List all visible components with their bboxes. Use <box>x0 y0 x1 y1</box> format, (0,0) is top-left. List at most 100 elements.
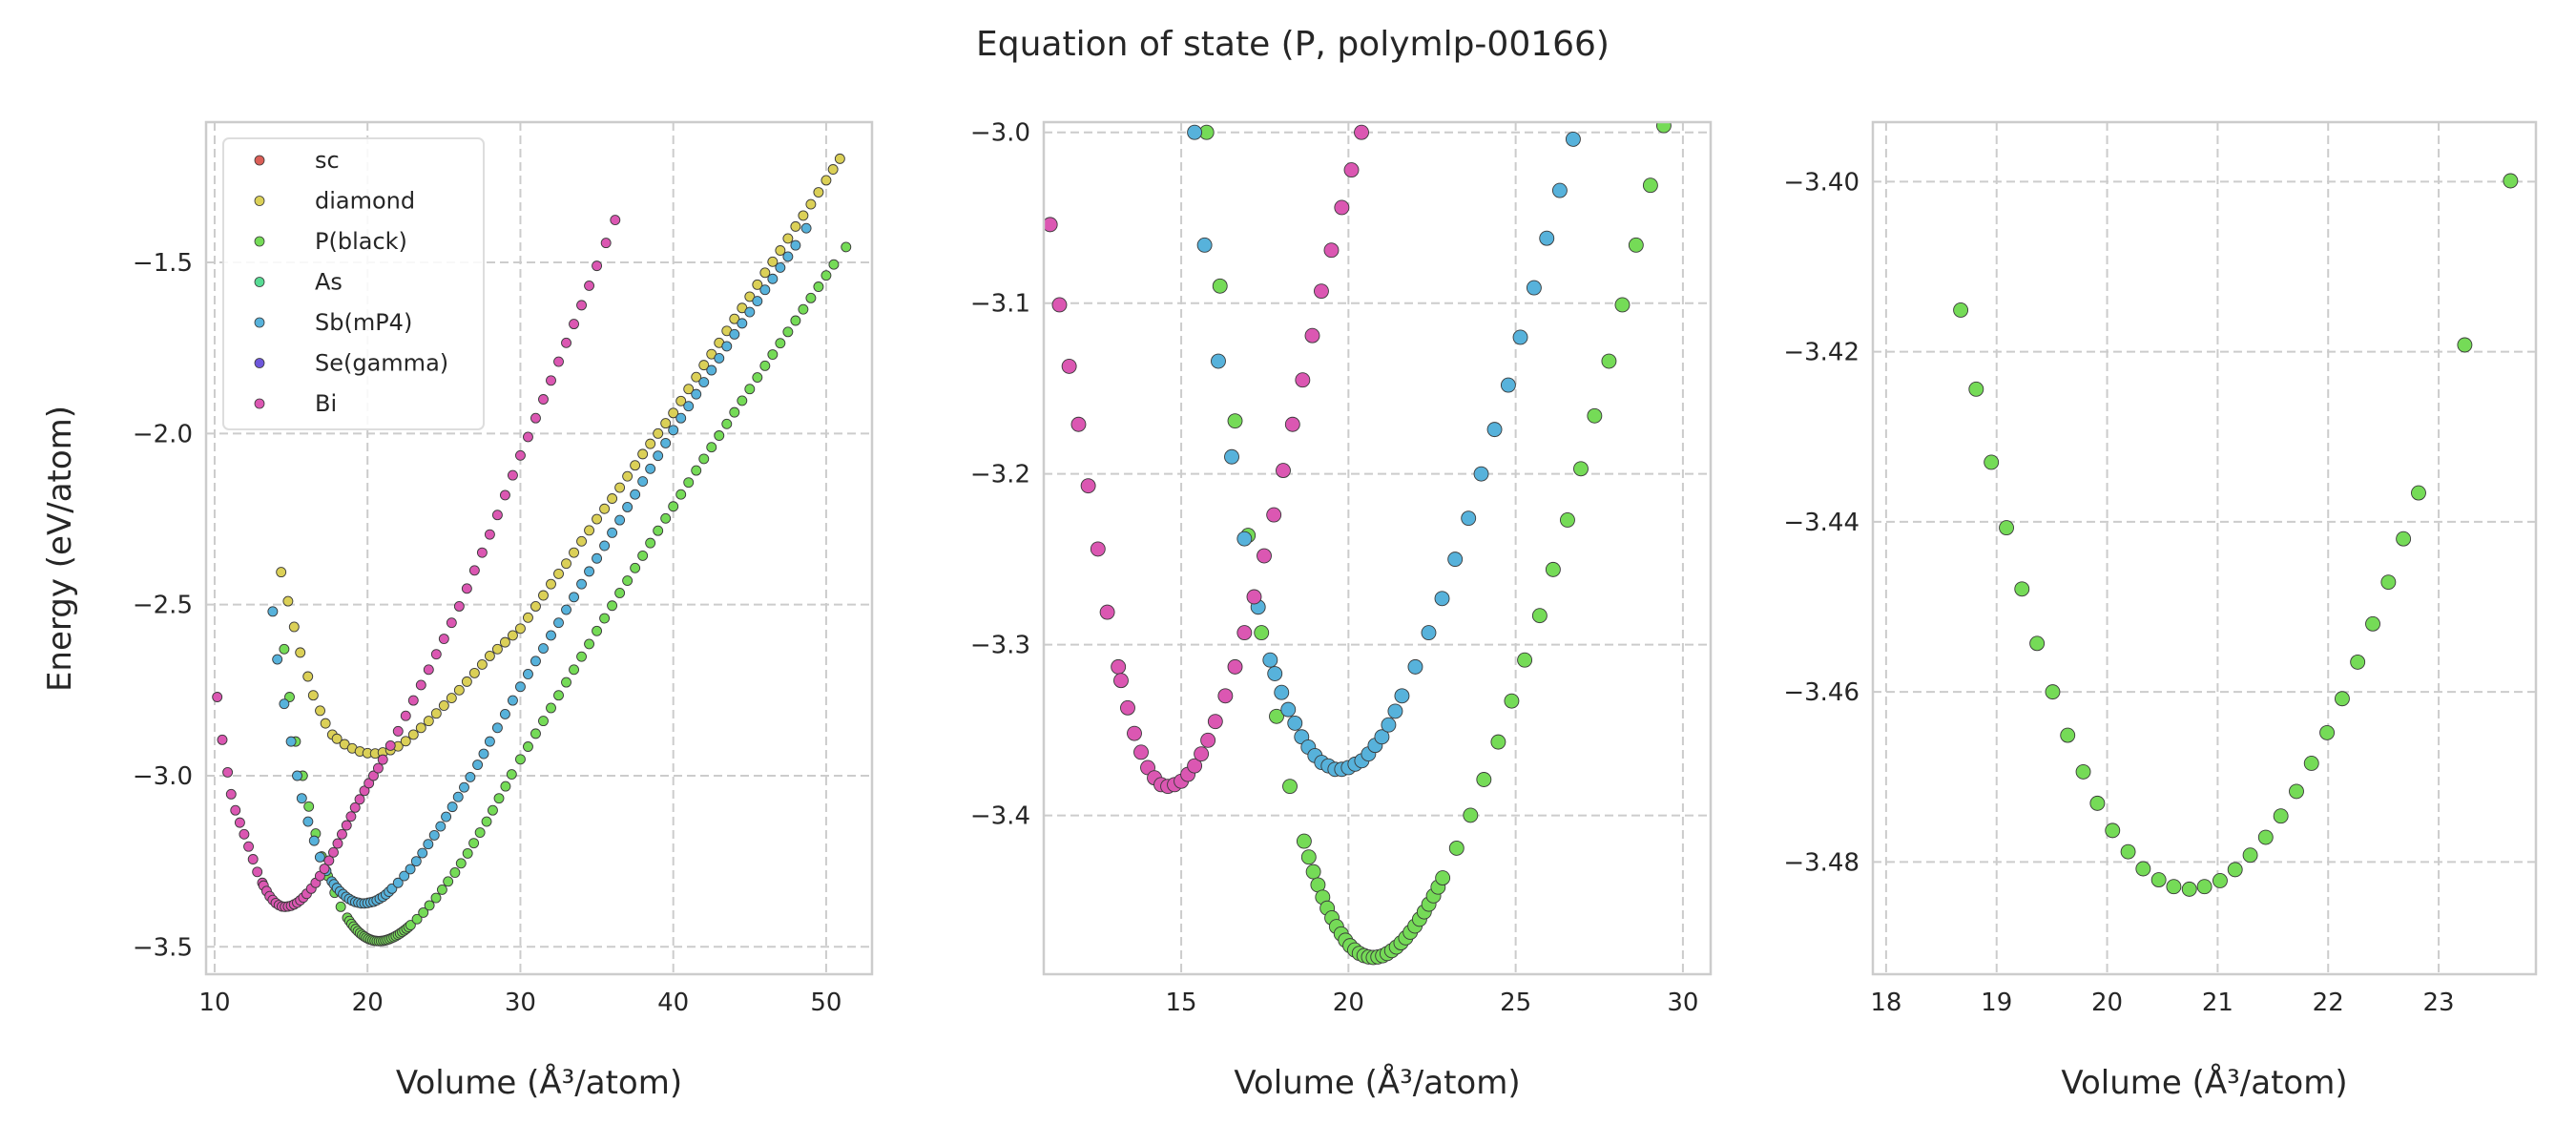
point-sb-mp4 <box>1280 701 1297 718</box>
point-diamond <box>507 630 518 641</box>
point-diamond <box>798 210 809 221</box>
point-diamond <box>821 175 832 186</box>
point-sb-mp4 <box>1287 715 1303 731</box>
point-bi <box>328 846 339 858</box>
scatter-points <box>1953 173 2519 897</box>
point-p-black <box>729 406 740 418</box>
subplot-3: 18 19 20 21 22 23 −3.40 −3.42 −3.44 −3.46 −3.48 Vol… <box>1783 120 2538 1102</box>
point-bi <box>600 238 612 249</box>
point-bi <box>576 300 587 311</box>
point-p-black <box>2289 783 2304 800</box>
point-bi <box>230 804 241 816</box>
point-p-black <box>424 900 435 911</box>
point-sb-mp4 <box>714 353 725 364</box>
point-sb-mp4 <box>1500 377 1516 393</box>
point-p-black <box>1435 870 1451 886</box>
point-diamond <box>453 684 465 696</box>
point-p-black <box>841 241 852 253</box>
point-sb-mp4 <box>607 527 618 538</box>
x-tick-label: 50 <box>810 989 841 1017</box>
legend-item: Se(gamma) <box>254 350 448 377</box>
point-bi <box>337 828 347 840</box>
point-sb-mp4 <box>392 877 404 888</box>
point-p-black <box>2242 847 2258 864</box>
point-p-black <box>767 349 779 360</box>
point-p-black <box>721 418 733 429</box>
point-bi <box>1343 162 1360 178</box>
point-bi <box>1276 463 1291 479</box>
point-p-black <box>493 793 505 804</box>
point-bi <box>212 692 223 702</box>
x-axis-label: Volume (Å³/atom) <box>396 1063 682 1102</box>
point-bi <box>1354 124 1369 140</box>
point-p-black <box>782 326 794 338</box>
point-bi <box>1217 688 1234 704</box>
point-sb-mp4 <box>314 851 325 863</box>
axes-frame <box>1871 120 2538 976</box>
point-p-black <box>2411 485 2426 501</box>
point-diamond <box>407 729 419 740</box>
point-sb-mp4 <box>737 318 748 329</box>
point-p-black <box>1614 297 1631 313</box>
point-bi <box>234 817 245 828</box>
point-diamond <box>468 667 480 678</box>
point-diamond <box>546 578 556 590</box>
point-bi <box>392 725 404 737</box>
point-p-black <box>775 338 786 349</box>
point-sb-mp4 <box>790 239 801 251</box>
legend-label: Sb(mP4) <box>315 309 412 336</box>
point-diamond <box>675 395 687 406</box>
point-p-black <box>1227 413 1243 429</box>
point-diamond <box>484 651 495 661</box>
point-sb-mp4 <box>721 341 733 352</box>
point-diamond <box>782 233 794 244</box>
point-bi <box>1070 416 1087 432</box>
point-sb-mp4 <box>653 450 664 462</box>
point-sb-mp4 <box>561 604 571 615</box>
point-p-black <box>430 892 442 904</box>
point-sb-mp4 <box>691 388 702 400</box>
point-sb-mp4 <box>447 802 458 813</box>
point-diamond <box>295 647 306 658</box>
point-sb-mp4 <box>660 437 672 448</box>
point-p-black <box>2181 881 2197 897</box>
point-p-black <box>405 920 416 931</box>
point-p-black <box>2396 531 2412 547</box>
point-diamond <box>561 558 571 570</box>
point-bi <box>1257 548 1272 564</box>
point-diamond <box>668 407 679 419</box>
point-bi <box>354 794 365 805</box>
point-diamond <box>660 418 672 429</box>
point-sb-mp4 <box>744 306 756 318</box>
point-p-black <box>538 716 549 727</box>
point-bi <box>491 510 503 521</box>
point-sb-mp4 <box>569 592 579 603</box>
point-sb-mp4 <box>478 748 489 760</box>
point-sb-mp4 <box>775 261 786 273</box>
point-p-black <box>1504 693 1520 709</box>
point-bi <box>1246 589 1262 605</box>
point-bi <box>415 679 426 691</box>
legend-marker-icon <box>254 155 265 166</box>
point-diamond <box>614 482 626 493</box>
point-diamond <box>515 623 526 635</box>
point-p-black <box>675 489 687 500</box>
legend-marker-icon <box>254 358 265 368</box>
point-sb-mp4 <box>1267 666 1283 681</box>
point-sb-mp4 <box>472 760 484 770</box>
point-bi <box>384 739 396 751</box>
point-sb-mp4 <box>759 284 771 296</box>
point-bi <box>610 215 621 226</box>
x-tick-label: 20 <box>2091 989 2123 1017</box>
point-p-black <box>744 384 756 395</box>
point-diamond <box>827 164 839 175</box>
x-tick-label: 10 <box>198 989 230 1017</box>
point-sb-mp4 <box>752 296 763 307</box>
point-p-black <box>653 525 664 536</box>
x-tick-label: 15 <box>1166 989 1197 1017</box>
legend-item: Sb(mP4) <box>254 309 412 336</box>
y-tick-label: −3.48 <box>1783 848 1859 877</box>
legend-marker-icon <box>254 398 265 409</box>
point-bi <box>1194 746 1210 762</box>
point-p-black <box>1254 625 1270 641</box>
